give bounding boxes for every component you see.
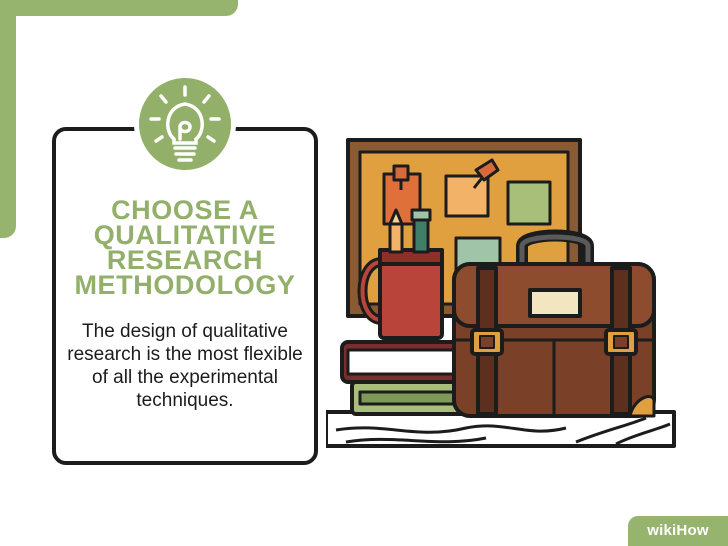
pin-icon (472, 158, 500, 189)
title-line: Choose a (111, 195, 259, 225)
note-green (506, 180, 552, 226)
desk-illustration (326, 138, 676, 448)
pin-icon (392, 164, 410, 190)
title-line: Methodology (74, 270, 296, 300)
title-line: Research (106, 245, 264, 275)
description-text: The design of qualitative research is th… (67, 321, 303, 411)
badge (134, 73, 236, 175)
frame-top-bar (0, 0, 238, 16)
title-line: Qualitative (93, 220, 277, 250)
note-peach (444, 174, 490, 218)
info-card (52, 127, 318, 465)
wikihow-watermark: wikiHow (628, 516, 728, 546)
luggage-tag (528, 288, 582, 318)
page-title: Choose a Qualitative Research Methodolog… (56, 195, 314, 300)
frame-left-bar (0, 0, 16, 238)
pencil (388, 208, 404, 254)
pen (410, 208, 432, 254)
lightbulb-icon (149, 85, 221, 162)
